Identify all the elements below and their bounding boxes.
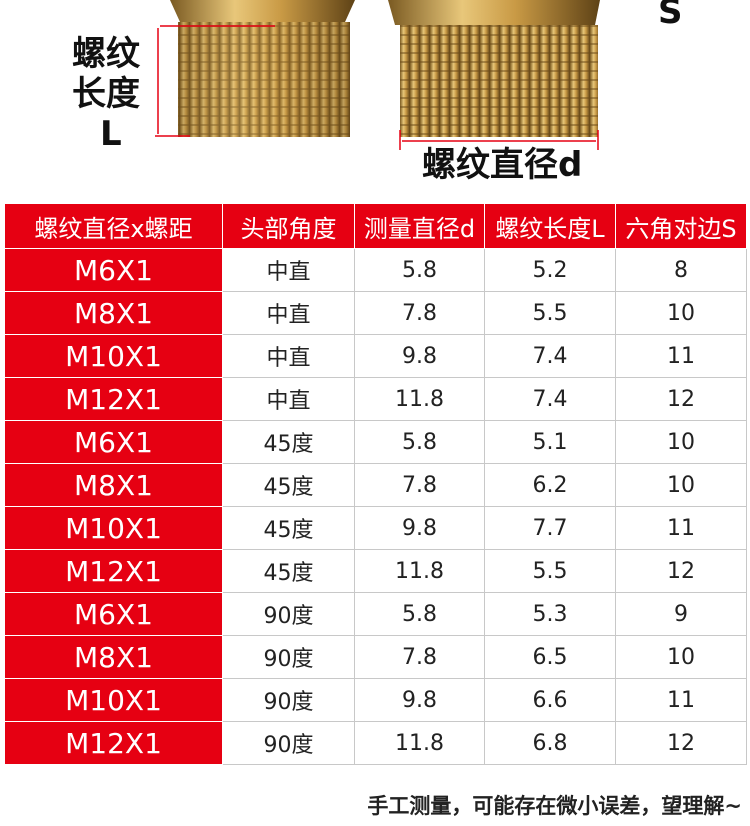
table-row: M8X1 90度 7.8 6.5 10: [4, 635, 747, 679]
cell: 6.8: [484, 721, 616, 765]
product-photo: [155, 0, 600, 150]
cell: 11: [615, 678, 747, 722]
cell: 10: [615, 420, 747, 464]
hex-label: S: [658, 0, 683, 32]
cell: M6X1: [4, 592, 223, 636]
length-label-3: L: [100, 114, 122, 154]
cell: 90度: [222, 721, 355, 765]
cell: 10: [615, 291, 747, 335]
cell: 6.5: [484, 635, 616, 679]
cell: 10: [615, 635, 747, 679]
cell: 5.5: [484, 291, 616, 335]
cell: 11: [615, 506, 747, 550]
table-row: M10X1 90度 9.8 6.6 11: [4, 678, 747, 722]
length-label-1: 螺纹: [72, 34, 140, 74]
spec-table: 螺纹直径x螺距 头部角度 测量直径d 螺纹长度L 六角对边S M6X1 中直 5.8 5.2 8 M…: [4, 203, 747, 765]
cell: 7.8: [354, 291, 485, 335]
cell: 11.8: [354, 377, 485, 421]
cell: M6X1: [4, 420, 223, 464]
table-row: M6X1 45度 5.8 5.1 10: [4, 420, 747, 464]
header-cell: 测量直径d: [354, 203, 485, 249]
table-row: M6X1 90度 5.8 5.3 9: [4, 592, 747, 636]
cell: 90度: [222, 592, 355, 636]
length-label-2: 长度: [72, 74, 140, 114]
table-row: M6X1 中直 5.8 5.2 8: [4, 248, 747, 292]
table-row: M10X1 中直 9.8 7.4 11: [4, 334, 747, 378]
cell: 11.8: [354, 721, 485, 765]
cell: 9.8: [354, 334, 485, 378]
cell: 5.8: [354, 248, 485, 292]
cell: M8X1: [4, 463, 223, 507]
header-row: 螺纹直径x螺距 头部角度 测量直径d 螺纹长度L 六角对边S: [4, 203, 747, 249]
header-cell: 螺纹直径x螺距: [4, 203, 223, 249]
cell: 12: [615, 721, 747, 765]
cell: M8X1: [4, 291, 223, 335]
cell: M12X1: [4, 721, 223, 765]
cell: M10X1: [4, 334, 223, 378]
cell: 90度: [222, 678, 355, 722]
cell: 6.6: [484, 678, 616, 722]
diameter-label: 螺纹直径d: [422, 145, 583, 185]
cell: 45度: [222, 463, 355, 507]
cell: 45度: [222, 420, 355, 464]
cell: 5.1: [484, 420, 616, 464]
cell: 5.8: [354, 420, 485, 464]
table-row: M12X1 中直 11.8 7.4 12: [4, 377, 747, 421]
cell: 5.5: [484, 549, 616, 593]
cell: 7.8: [354, 463, 485, 507]
cell: 8: [615, 248, 747, 292]
table-row: M12X1 45度 11.8 5.5 12: [4, 549, 747, 593]
cell: 7.7: [484, 506, 616, 550]
cell: 10: [615, 463, 747, 507]
cell: 5.2: [484, 248, 616, 292]
cell: M12X1: [4, 377, 223, 421]
cell: 5.8: [354, 592, 485, 636]
cell: 6.2: [484, 463, 616, 507]
cell: 45度: [222, 506, 355, 550]
cell: 中直: [222, 334, 355, 378]
cell: 中直: [222, 248, 355, 292]
cell: 中直: [222, 291, 355, 335]
cell: M10X1: [4, 506, 223, 550]
table-row: M12X1 90度 11.8 6.8 12: [4, 721, 747, 765]
table-row: M10X1 45度 9.8 7.7 11: [4, 506, 747, 550]
table-row: M8X1 中直 7.8 5.5 10: [4, 291, 747, 335]
header-cell: 螺纹长度L: [484, 203, 616, 249]
cell: 11: [615, 334, 747, 378]
cell: 12: [615, 549, 747, 593]
header-cell: 六角对边S: [615, 203, 747, 249]
cell: M8X1: [4, 635, 223, 679]
table-row: M8X1 45度 7.8 6.2 10: [4, 463, 747, 507]
footer-note: 手工测量，可能存在微小误差，望理解~: [367, 794, 742, 818]
cell: 7.8: [354, 635, 485, 679]
cell: 中直: [222, 377, 355, 421]
cell: M6X1: [4, 248, 223, 292]
cell: 9.8: [354, 678, 485, 722]
cell: 11.8: [354, 549, 485, 593]
cell: 90度: [222, 635, 355, 679]
cell: 45度: [222, 549, 355, 593]
cell: 9: [615, 592, 747, 636]
cell: 9.8: [354, 506, 485, 550]
cell: 7.4: [484, 377, 616, 421]
cell: 5.3: [484, 592, 616, 636]
cell: M10X1: [4, 678, 223, 722]
cell: 7.4: [484, 334, 616, 378]
cell: 12: [615, 377, 747, 421]
header-cell: 头部角度: [222, 203, 355, 249]
cell: M12X1: [4, 549, 223, 593]
